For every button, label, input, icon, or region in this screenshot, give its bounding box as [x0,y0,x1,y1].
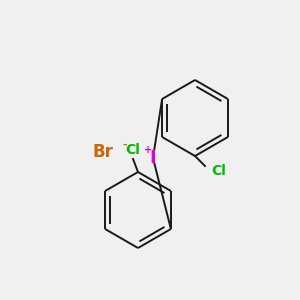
Text: -: - [123,140,127,150]
Text: +: + [144,145,152,155]
Text: Cl: Cl [211,164,226,178]
Text: Cl: Cl [126,143,140,157]
Text: Br: Br [93,143,113,161]
Text: I: I [150,149,156,167]
